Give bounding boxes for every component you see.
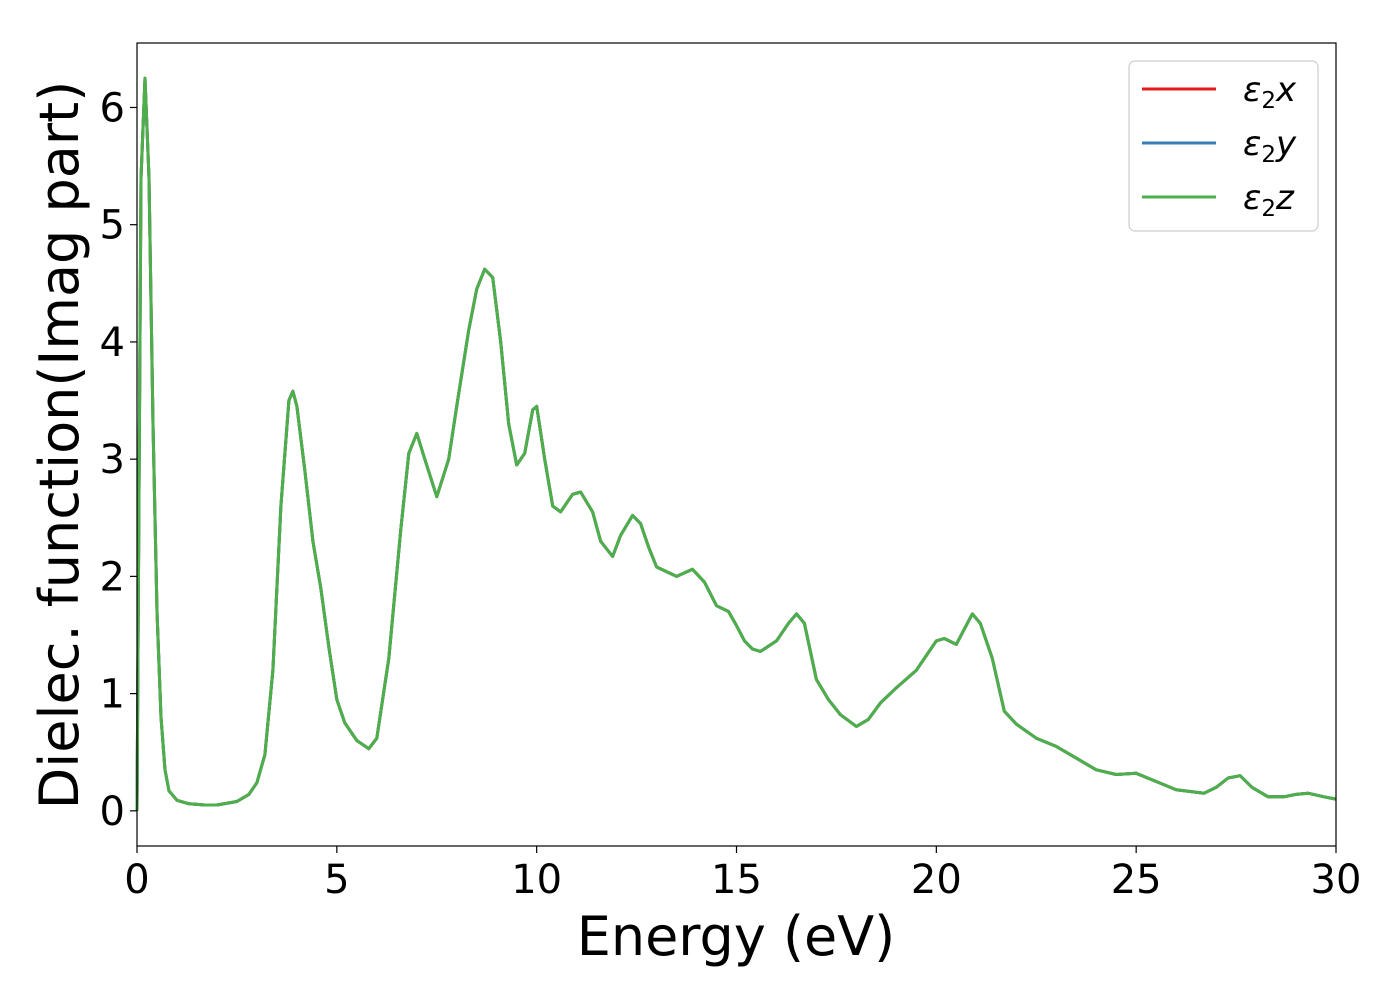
series-lines <box>135 76 1337 811</box>
x-tick-label: 20 <box>911 857 962 903</box>
y-tick-label: 2 <box>100 554 125 600</box>
legend: ε2x ε2y ε2z <box>1128 60 1319 232</box>
legend-label-y: ε2y <box>1243 124 1297 168</box>
y-tick-label: 5 <box>100 203 125 249</box>
y-axis: 0 1 2 3 4 5 6 <box>100 85 137 835</box>
x-tick-label: 0 <box>124 857 149 903</box>
y-tick-label: 3 <box>100 437 125 483</box>
x-tick-label: 10 <box>511 857 562 903</box>
legend-box <box>1128 60 1319 232</box>
legend-label-z: ε2z <box>1243 178 1295 222</box>
y-tick-label: 0 <box>100 789 125 835</box>
series-line-z <box>135 76 1337 811</box>
x-axis: 0 5 10 15 20 25 30 <box>124 846 1361 903</box>
x-tick-label: 15 <box>711 857 762 903</box>
y-tick-label: 4 <box>100 320 125 366</box>
y-axis-title: Dielec. function(Imag part) <box>28 81 91 810</box>
legend-label-x: ε2x <box>1243 70 1297 114</box>
x-axis-title: Energy (eV) <box>577 905 896 968</box>
x-tick-label: 30 <box>1311 857 1362 903</box>
y-tick-label: 6 <box>100 85 125 131</box>
x-tick-label: 25 <box>1111 857 1162 903</box>
x-tick-label: 5 <box>324 857 349 903</box>
y-tick-label: 1 <box>100 672 125 718</box>
